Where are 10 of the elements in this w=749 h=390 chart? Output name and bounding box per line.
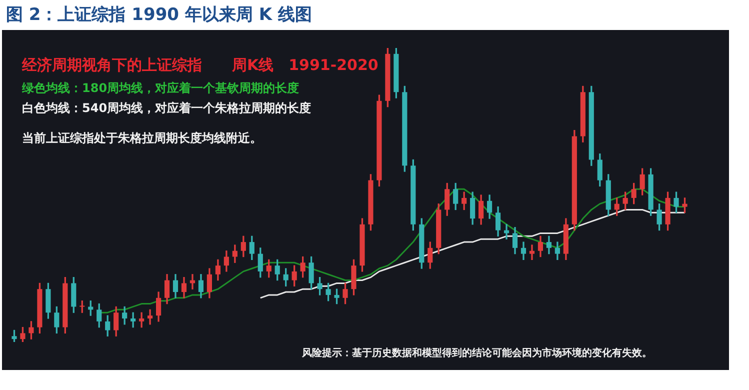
chart-title: 图 2：上证综指 1990 年以来周 K 线图: [6, 4, 312, 26]
annotation: 当前上证综指处于朱格拉周期长度均线附近。: [22, 130, 262, 147]
candlestick: [529, 244, 535, 260]
annotation: 白色均线：540周均线，对应着一个朱格拉周期的长度: [22, 100, 312, 117]
candlestick: [148, 309, 153, 325]
annotation: 经济周期视角下的上证综指 周K线 1991-2020: [22, 56, 378, 75]
annotation: 绿色均线：180周均线，对应着一个基钦周期的长度: [22, 80, 300, 97]
candlestick: [139, 312, 144, 328]
text: 风险提示：基于历史数据和模型得到的结论可能会因为市场环境的变化有失效。: [302, 346, 652, 360]
candlestick: [130, 312, 136, 328]
